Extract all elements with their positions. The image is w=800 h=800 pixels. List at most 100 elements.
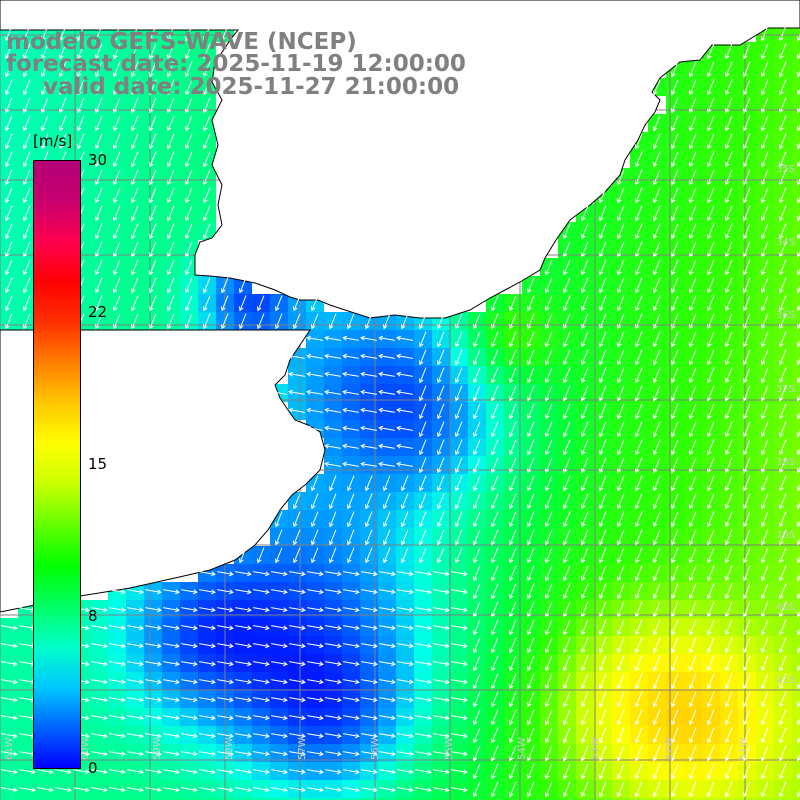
wind-arrow — [256, 295, 265, 312]
wind-arrow — [454, 349, 463, 366]
wind-arrow — [598, 439, 607, 456]
wind-arrow — [490, 601, 499, 618]
wind-arrow — [127, 661, 144, 667]
wind-arrow — [796, 736, 800, 744]
wind-arrow — [562, 457, 571, 474]
wind-arrow — [544, 331, 553, 348]
wind-arrow — [40, 115, 49, 132]
wind-arrow — [598, 529, 607, 546]
wind-arrow — [397, 769, 414, 775]
wind-arrow — [688, 745, 697, 762]
wind-cell — [792, 618, 800, 636]
wind-arrow — [706, 43, 715, 60]
wind-arrow — [130, 241, 139, 258]
wind-arrow — [706, 169, 715, 186]
wind-arrow — [706, 205, 715, 222]
wind-cell — [576, 798, 594, 800]
wind-arrow — [181, 679, 198, 685]
wind-arrow — [706, 115, 715, 132]
wind-arrow — [181, 733, 198, 739]
lon-label: 58W — [224, 737, 235, 760]
wind-cell — [792, 132, 800, 150]
wind-arrow — [307, 787, 324, 793]
wind-arrow — [4, 205, 13, 222]
wind-arrow — [724, 241, 733, 258]
wind-arrow — [508, 655, 517, 672]
wind-arrow — [508, 619, 517, 636]
wind-cell — [792, 96, 800, 114]
wind-arrow — [378, 335, 395, 341]
wind-arrow — [724, 367, 733, 384]
wind-arrow — [796, 178, 800, 186]
wind-arrow — [634, 169, 643, 186]
wind-arrow — [238, 313, 247, 330]
wind-arrow — [670, 115, 679, 132]
wind-arrow — [4, 277, 13, 294]
wind-arrow — [148, 43, 157, 60]
wind-arrow — [796, 682, 800, 690]
wind-arrow — [238, 295, 247, 312]
wind-cell — [792, 168, 800, 186]
wind-cell — [792, 42, 800, 60]
wind-arrow — [670, 763, 679, 780]
wind-arrow — [163, 715, 180, 721]
wind-arrow — [343, 589, 360, 595]
wind-arrow — [148, 295, 157, 312]
wind-arrow — [490, 565, 499, 582]
wind-arrow — [22, 241, 31, 258]
wind-cell — [54, 798, 72, 800]
wind-arrow — [220, 313, 229, 330]
wind-arrow — [94, 25, 103, 42]
wind-arrow — [688, 655, 697, 672]
wind-arrow — [307, 769, 324, 775]
wind-arrow — [796, 322, 800, 330]
wind-arrow — [418, 385, 427, 402]
wind-arrow — [580, 403, 589, 420]
wind-arrow — [217, 571, 234, 577]
wind-arrow — [508, 313, 517, 330]
wind-arrow — [796, 358, 800, 366]
wind-arrow — [127, 787, 144, 793]
wind-arrow — [433, 715, 450, 721]
wind-arrow — [562, 223, 571, 240]
wind-arrow — [688, 97, 697, 114]
wind-arrow — [544, 295, 553, 312]
wind-arrow — [526, 475, 535, 492]
wind-arrow — [634, 583, 643, 600]
wind-arrow — [109, 643, 126, 649]
wind-arrow — [346, 547, 355, 564]
wind-arrow — [378, 443, 395, 449]
wind-arrow — [616, 295, 625, 312]
wind-arrow — [361, 679, 378, 685]
wind-cell — [792, 222, 800, 240]
wind-arrow — [40, 43, 49, 60]
wind-arrow — [688, 187, 697, 204]
wind-arrow — [130, 61, 139, 78]
wind-arrow — [526, 565, 535, 582]
wind-arrow — [343, 607, 360, 613]
wind-arrow — [418, 493, 427, 510]
wind-arrow — [778, 583, 787, 600]
wind-arrow — [598, 709, 607, 726]
wind-arrow — [670, 565, 679, 582]
wind-arrow — [508, 601, 517, 618]
wind-arrow — [289, 751, 306, 757]
wind-arrow — [526, 349, 535, 366]
wind-cell — [792, 708, 800, 726]
wind-arrow — [778, 331, 787, 348]
wind-arrow — [760, 25, 769, 42]
wind-arrow — [688, 439, 697, 456]
wind-arrow — [616, 619, 625, 636]
wind-arrow — [235, 643, 252, 649]
wind-arrow — [220, 277, 229, 294]
wind-arrow — [616, 691, 625, 708]
wind-arrow — [1, 769, 18, 775]
wind-arrow — [616, 745, 625, 762]
wind-arrow — [217, 643, 234, 649]
lon-label: 59W — [152, 737, 163, 760]
wind-cell — [792, 690, 800, 708]
wind-arrow — [307, 697, 324, 703]
wind-arrow — [544, 313, 553, 330]
wind-arrow — [91, 625, 108, 631]
